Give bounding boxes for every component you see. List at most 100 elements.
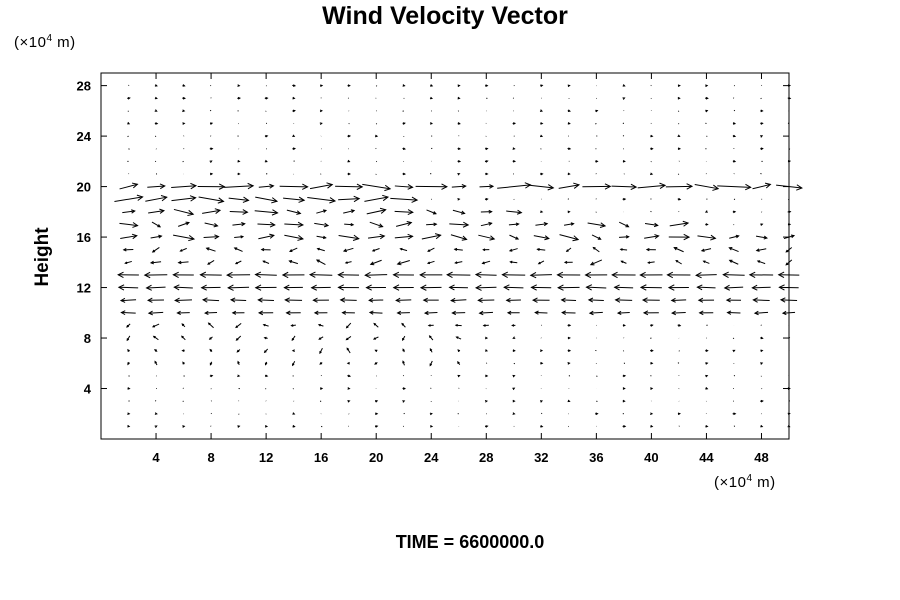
wind-arrow xyxy=(595,123,597,125)
wind-arrow xyxy=(209,348,213,353)
wind-arrow xyxy=(319,109,323,113)
wind-arrow xyxy=(281,271,305,279)
wind-arrow xyxy=(347,400,351,403)
wind-arrow xyxy=(264,424,269,428)
wind-arrow xyxy=(173,208,195,217)
wind-arrow xyxy=(119,182,139,190)
wind-arrow xyxy=(154,122,159,125)
wind-arrow xyxy=(127,424,131,428)
wind-arrow xyxy=(556,271,581,279)
wind-arrow xyxy=(154,425,158,428)
wind-arrow xyxy=(725,297,742,303)
wind-arrow xyxy=(732,134,737,138)
wind-arrow xyxy=(419,284,442,291)
wind-arrow xyxy=(208,336,213,340)
wind-arrow xyxy=(172,271,194,279)
wind-arrow xyxy=(152,335,159,341)
wind-arrow xyxy=(347,134,352,138)
wind-arrow xyxy=(752,182,772,190)
wind-arrow xyxy=(611,271,636,279)
wind-arrow xyxy=(237,374,241,378)
wind-arrow xyxy=(375,412,379,416)
wind-arrow xyxy=(426,209,437,215)
wind-arrow xyxy=(705,374,709,378)
wind-arrow xyxy=(650,172,654,176)
wind-arrow xyxy=(426,222,438,227)
wind-arrow xyxy=(289,247,298,252)
wind-arrow xyxy=(422,297,439,303)
wind-arrow xyxy=(530,284,552,291)
wind-arrow xyxy=(366,207,387,215)
wind-arrow xyxy=(533,235,550,241)
wind-arrow xyxy=(127,96,131,100)
wind-arrow xyxy=(402,122,406,125)
y-tick-label: 20 xyxy=(77,180,91,195)
wind-arrow xyxy=(529,184,555,191)
wind-arrow xyxy=(209,122,214,125)
wind-arrow xyxy=(697,234,717,241)
wind-arrow xyxy=(728,247,739,253)
wind-arrow xyxy=(779,297,798,303)
wind-arrow xyxy=(374,425,379,428)
wind-arrow xyxy=(151,246,160,253)
wind-arrow xyxy=(347,387,351,390)
wind-arrow xyxy=(620,260,627,264)
wind-arrow xyxy=(722,271,745,278)
wind-arrow xyxy=(484,399,489,403)
wind-arrow xyxy=(748,271,774,279)
wind-arrow xyxy=(457,96,461,100)
wind-arrow xyxy=(201,297,220,303)
wind-arrow xyxy=(284,221,305,228)
wind-arrow xyxy=(457,172,461,176)
wind-arrow xyxy=(236,349,241,353)
wind-arrow xyxy=(171,182,198,190)
wind-arrow xyxy=(233,247,243,252)
plot-area xyxy=(100,72,790,440)
wind-arrow xyxy=(478,310,494,316)
wind-arrow xyxy=(585,284,607,291)
wind-arrow xyxy=(338,234,360,241)
wind-arrow xyxy=(347,84,351,87)
wind-arrow xyxy=(669,220,690,227)
wind-arrow xyxy=(512,159,517,163)
wind-arrow xyxy=(616,310,630,315)
wind-arrow xyxy=(262,323,269,327)
wind-arrow xyxy=(368,297,384,303)
wind-arrow xyxy=(292,109,296,113)
wind-arrow xyxy=(347,159,351,163)
wind-arrow xyxy=(787,198,790,201)
wind-arrow xyxy=(288,260,299,265)
wind-arrow xyxy=(234,235,245,239)
wind-arrow xyxy=(401,322,406,328)
wind-arrow xyxy=(567,210,571,214)
x-tick-label: 48 xyxy=(754,450,768,465)
wind-arrow xyxy=(207,259,215,265)
wind-arrow xyxy=(650,349,654,352)
wind-arrow xyxy=(127,348,130,352)
wind-arrow xyxy=(540,361,544,365)
wind-arrow xyxy=(705,424,709,428)
wind-arrow xyxy=(675,260,682,265)
chart-title: Wind Velocity Vector xyxy=(322,2,568,30)
wind-arrow xyxy=(482,248,490,252)
wind-arrow xyxy=(147,183,166,190)
wind-arrow xyxy=(480,221,493,227)
wind-arrow xyxy=(154,412,158,415)
wind-arrow xyxy=(284,234,304,241)
wind-arrow xyxy=(369,221,384,228)
wind-arrow xyxy=(430,424,434,428)
wind-arrow xyxy=(114,194,144,202)
wind-arrow xyxy=(529,271,552,279)
wind-arrow xyxy=(122,209,136,214)
wind-arrow xyxy=(726,310,741,315)
wind-arrow xyxy=(668,233,691,241)
wind-arrow xyxy=(450,297,467,303)
wind-arrow xyxy=(558,182,581,189)
wind-arrow xyxy=(177,221,190,227)
wind-arrow xyxy=(595,412,599,416)
wind-arrow xyxy=(497,182,532,189)
wind-arrow xyxy=(224,182,255,190)
wind-arrow xyxy=(346,347,351,354)
